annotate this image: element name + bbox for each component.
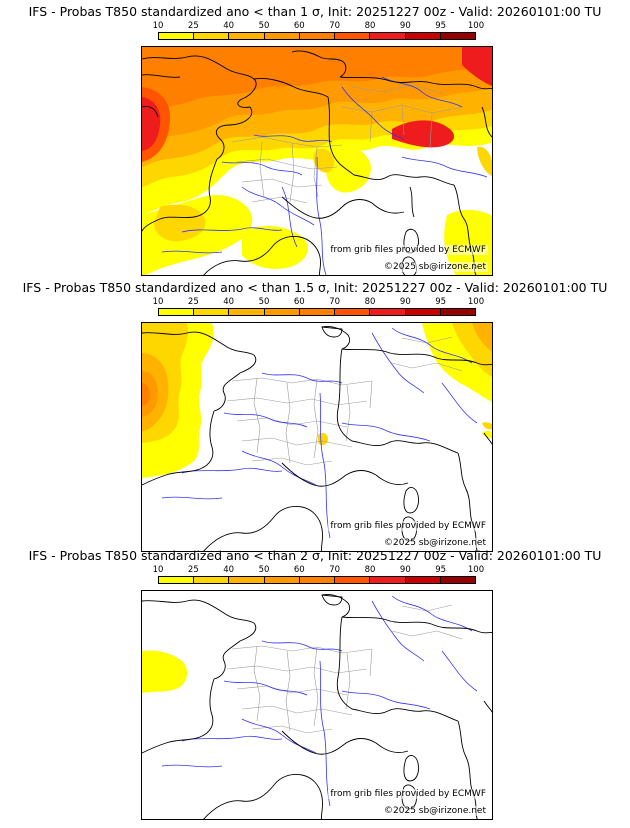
- colorbar-swatch: [194, 577, 230, 583]
- colorbar-labels: 10 25 40 50 60 70 80 90 95 100: [153, 21, 485, 32]
- colorbar-label: 60: [293, 297, 305, 307]
- colorbar-label: 80: [364, 297, 376, 307]
- colorbar-swatches: [158, 32, 476, 40]
- colorbar-labels: 10 25 40 50 60 70 80 90 95 100: [153, 297, 485, 308]
- region-boundaries: [231, 84, 463, 204]
- probability-fill: [142, 47, 492, 275]
- colorbar-label: 90: [399, 21, 411, 31]
- colorbar-label: 10: [152, 297, 164, 307]
- panel-2: IFS - Probas T850 standardized ano < tha…: [0, 276, 630, 552]
- colorbar-label: 50: [258, 565, 270, 575]
- colorbar-label: 70: [329, 21, 341, 31]
- colorbar-label: 80: [364, 565, 376, 575]
- colorbar-swatch: [440, 577, 475, 583]
- colorbar-label: 95: [435, 21, 447, 31]
- colorbar-swatch: [335, 309, 371, 315]
- colorbar-swatch: [299, 577, 336, 583]
- colorbar-swatch: [440, 33, 475, 39]
- colorbar-label: 100: [467, 21, 485, 31]
- colorbar-labels: 10 25 40 50 60 70 80 90 95 100: [153, 565, 485, 576]
- panel-3: IFS - Probas T850 standardized ano < tha…: [0, 544, 630, 820]
- colorbar-swatch: [405, 577, 441, 583]
- colorbar-swatch: [159, 33, 195, 39]
- colorbar-swatch: [159, 577, 195, 583]
- panel-title: IFS - Probas T850 standardized ano < tha…: [28, 548, 602, 563]
- data-source-credit: from grib files provided by ECMWF: [328, 789, 488, 799]
- colorbar-swatch: [299, 33, 336, 39]
- copyright-credit: ©2025 sb@irizone.net: [382, 538, 488, 548]
- colorbar: 10 25 40 50 60 70 80 90 95 100: [153, 565, 485, 584]
- rivers: [161, 595, 478, 807]
- map-frame: from grib files provided by ECMWF ©2025 …: [141, 46, 493, 276]
- coastlines-borders: [142, 50, 492, 275]
- colorbar-swatch: [194, 309, 230, 315]
- colorbar-swatch: [229, 309, 265, 315]
- probability-fill: [142, 323, 492, 478]
- colorbar-label: 95: [435, 565, 447, 575]
- colorbar-label: 70: [329, 565, 341, 575]
- colorbar-label: 90: [399, 297, 411, 307]
- rivers: [161, 76, 488, 275]
- colorbar-swatch: [440, 309, 475, 315]
- colorbar-swatch: [335, 33, 371, 39]
- colorbar-swatch: [229, 33, 265, 39]
- panel-title: IFS - Probas T850 standardized ano < tha…: [28, 4, 602, 19]
- rivers: [161, 327, 478, 539]
- colorbar-label: 25: [187, 565, 199, 575]
- colorbar-label: 10: [152, 21, 164, 31]
- coastlines-borders: [142, 326, 492, 551]
- colorbar-label: 40: [223, 21, 235, 31]
- panel-1: IFS - Probas T850 standardized ano < tha…: [0, 0, 630, 276]
- colorbar-swatch: [370, 309, 406, 315]
- copyright-credit: ©2025 sb@irizone.net: [382, 806, 488, 816]
- map-frame: from grib files provided by ECMWF ©2025 …: [141, 590, 493, 820]
- region-boundaries: [226, 336, 463, 466]
- region-boundaries: [226, 604, 463, 734]
- colorbar-label: 40: [223, 297, 235, 307]
- colorbar-swatches: [158, 576, 476, 584]
- colorbar-label: 100: [467, 565, 485, 575]
- colorbar-swatch: [229, 577, 265, 583]
- coastlines-borders: [142, 594, 492, 819]
- colorbar-label: 10: [152, 565, 164, 575]
- colorbar-swatch: [370, 33, 406, 39]
- probability-map: [142, 594, 492, 819]
- colorbar-swatch: [159, 309, 195, 315]
- colorbar-label: 90: [399, 565, 411, 575]
- probability-map: [142, 47, 492, 275]
- colorbar-swatch: [299, 309, 336, 315]
- copyright-credit: ©2025 sb@irizone.net: [382, 262, 488, 272]
- colorbar-swatch: [405, 309, 441, 315]
- colorbar-label: 95: [435, 297, 447, 307]
- probability-map: [142, 323, 492, 551]
- colorbar-swatch: [335, 577, 371, 583]
- colorbar-label: 70: [329, 297, 341, 307]
- colorbar-label: 50: [258, 297, 270, 307]
- colorbar-label: 25: [187, 21, 199, 31]
- colorbar-label: 40: [223, 565, 235, 575]
- map-frame: from grib files provided by ECMWF ©2025 …: [141, 322, 493, 552]
- colorbar-swatch: [405, 33, 441, 39]
- colorbar: 10 25 40 50 60 70 80 90 95 100: [153, 21, 485, 40]
- colorbar-label: 50: [258, 21, 270, 31]
- probability-fill: [142, 650, 188, 693]
- colorbar-swatch: [370, 577, 406, 583]
- panel-title: IFS - Probas T850 standardized ano < tha…: [22, 280, 608, 295]
- colorbar-swatch: [194, 33, 230, 39]
- colorbar-swatches: [158, 308, 476, 316]
- colorbar-label: 25: [187, 297, 199, 307]
- colorbar-swatch: [264, 309, 300, 315]
- colorbar-label: 80: [364, 21, 376, 31]
- colorbar: 10 25 40 50 60 70 80 90 95 100: [153, 297, 485, 316]
- colorbar-swatch: [264, 33, 300, 39]
- colorbar-label: 100: [467, 297, 485, 307]
- data-source-credit: from grib files provided by ECMWF: [328, 521, 488, 531]
- colorbar-label: 60: [293, 565, 305, 575]
- colorbar-swatch: [264, 577, 300, 583]
- colorbar-label: 60: [293, 21, 305, 31]
- data-source-credit: from grib files provided by ECMWF: [328, 245, 488, 255]
